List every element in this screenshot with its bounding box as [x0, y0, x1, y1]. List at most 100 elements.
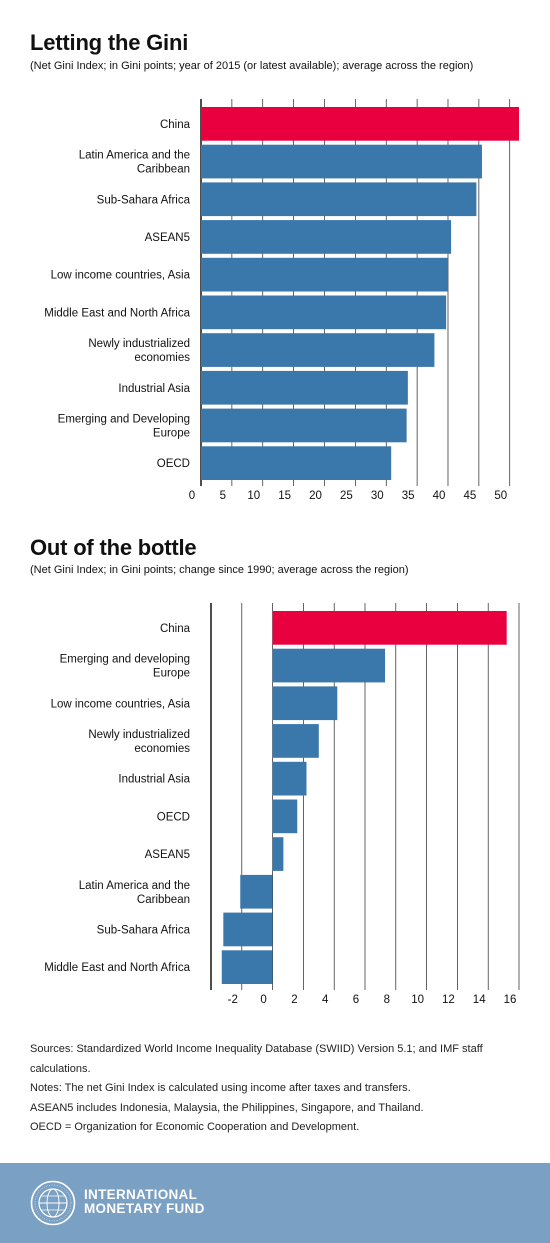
- x-tick-label: 14: [473, 994, 486, 1006]
- x-tick-label: 0: [189, 490, 195, 502]
- category-label: ASEAN5: [145, 232, 190, 244]
- x-tick-label: 10: [247, 490, 260, 502]
- category-label: Latin America and the Caribbean: [79, 880, 190, 906]
- x-tick-label: 8: [384, 994, 390, 1006]
- category-label-line: economies: [134, 352, 190, 364]
- bar-1-3: [272, 724, 319, 758]
- bar-0-5: [201, 295, 447, 330]
- x-tick-label: 15: [278, 490, 291, 502]
- bar-1-6: [272, 837, 284, 871]
- bar-1-4: [272, 761, 307, 796]
- category-label: OECD: [157, 811, 190, 823]
- category-label-line: Middle East and North Africa: [44, 307, 190, 319]
- category-label-line: Newly industrialized: [88, 338, 190, 350]
- category-label-line: Sub-Sahara Africa: [97, 194, 191, 206]
- footer-bar: INTERNATIONAL MONETARY FUND: [0, 1163, 550, 1243]
- source-notes: Sources: Standardized World Income Inequ…: [30, 1040, 530, 1138]
- bar-1-7: [240, 874, 273, 909]
- bar-0-2: [201, 182, 477, 217]
- bar-1-9: [221, 950, 273, 984]
- chart2-subtitle: (Net Gini Index; in Gini points; change …: [30, 564, 409, 576]
- category-label-line: Middle East and North Africa: [44, 962, 190, 974]
- x-tick-label: 45: [463, 490, 476, 502]
- category-label: Newly industrialized economies: [88, 338, 190, 364]
- category-label: Emerging and Developing Europe: [58, 413, 190, 439]
- category-label-line: Caribbean: [137, 894, 190, 906]
- category-label-line: Europe: [153, 668, 190, 680]
- imf-logo-text: INTERNATIONAL MONETARY FUND: [84, 1188, 205, 1216]
- category-label: Middle East and North Africa: [44, 962, 190, 974]
- category-label: China: [160, 623, 191, 635]
- category-label-line: Low income countries, Asia: [51, 270, 191, 282]
- category-label-line: OECD: [157, 458, 190, 470]
- x-tick-label: 25: [340, 490, 353, 502]
- category-label: Low income countries, Asia: [51, 698, 191, 710]
- bar-1-8: [223, 912, 273, 947]
- bar-0-6: [201, 333, 435, 367]
- imf-seal-icon: [30, 1180, 76, 1226]
- category-label: ASEAN5: [145, 849, 190, 861]
- x-tick-label: 2: [291, 994, 297, 1006]
- category-label-line: Europe: [153, 427, 190, 439]
- logo-line1: INTERNATIONAL: [84, 1187, 198, 1202]
- category-label: Industrial Asia: [118, 774, 190, 786]
- bar-1-0: [272, 611, 507, 645]
- chart1-plot: China Latin America and the Caribbean Sub-S…: [44, 99, 519, 502]
- bar-1-5: [272, 799, 298, 834]
- x-tick-label: 6: [353, 994, 359, 1006]
- chart2-title: Out of the bottle: [30, 535, 197, 560]
- note-oecd: OECD = Organization for Economic Coopera…: [30, 1121, 360, 1133]
- category-label-line: Caribbean: [137, 164, 190, 176]
- category-label-line: Latin America and the: [79, 880, 190, 892]
- category-label-line: Latin America and the: [79, 150, 190, 162]
- category-label-line: Low income countries, Asia: [51, 698, 191, 710]
- category-label-line: economies: [134, 743, 190, 755]
- chart2-plot: China Emerging and developing Europe Low in…: [44, 603, 520, 1006]
- x-tick-label: -2: [228, 994, 238, 1006]
- category-label: Newly industrialized economies: [88, 729, 190, 755]
- category-label: Latin America and the Caribbean: [79, 150, 190, 176]
- x-tick-label: 35: [402, 490, 415, 502]
- category-label: Low income countries, Asia: [51, 270, 191, 282]
- bar-1-2: [272, 686, 338, 721]
- category-label-line: Sub-Sahara Africa: [97, 924, 191, 936]
- x-tick-label: 50: [494, 490, 507, 502]
- category-label-line: ASEAN5: [145, 849, 190, 861]
- bar-0-0: [201, 107, 519, 141]
- category-label: OECD: [157, 458, 190, 470]
- category-label: Emerging and developing Europe: [60, 654, 190, 680]
- category-label: Sub-Sahara Africa: [97, 194, 191, 206]
- chart1-title: Letting the Gini: [30, 30, 189, 55]
- logo-line2: MONETARY FUND: [84, 1201, 205, 1216]
- bar-1-1: [272, 648, 386, 683]
- x-tick-label: 40: [433, 490, 446, 502]
- category-label-line: Industrial Asia: [118, 774, 190, 786]
- category-label: Industrial Asia: [118, 383, 190, 395]
- bar-0-9: [201, 446, 392, 480]
- chart1-subtitle: (Net Gini Index; in Gini points; year of…: [30, 60, 474, 72]
- category-label: China: [160, 119, 191, 131]
- category-label-line: OECD: [157, 811, 190, 823]
- bar-0-3: [201, 220, 452, 254]
- note-definition: Notes: The net Gini Index is calculated …: [30, 1082, 411, 1094]
- note-sources: Sources: Standardized World Income Inequ…: [30, 1043, 483, 1075]
- x-tick-label: 16: [504, 994, 517, 1006]
- category-label-line: Emerging and developing: [60, 654, 190, 666]
- x-tick-label: 5: [220, 490, 226, 502]
- category-label-line: ASEAN5: [145, 232, 190, 244]
- x-tick-label: 4: [322, 994, 329, 1006]
- bar-0-1: [201, 144, 482, 179]
- category-label-line: Emerging and Developing: [58, 413, 190, 425]
- x-tick-label: 0: [260, 994, 266, 1006]
- note-asean5: ASEAN5 includes Indonesia, Malaysia, the…: [30, 1101, 424, 1114]
- bar-0-4: [201, 257, 448, 292]
- category-label-line: China: [160, 623, 191, 635]
- bar-0-8: [201, 408, 407, 443]
- category-label-line: China: [160, 119, 191, 131]
- x-tick-label: 30: [371, 490, 384, 502]
- category-label-line: Industrial Asia: [118, 383, 190, 395]
- category-label: Sub-Sahara Africa: [97, 924, 191, 936]
- x-tick-label: 10: [411, 994, 424, 1006]
- category-label-line: Newly industrialized: [88, 729, 190, 741]
- x-tick-label: 20: [309, 490, 322, 502]
